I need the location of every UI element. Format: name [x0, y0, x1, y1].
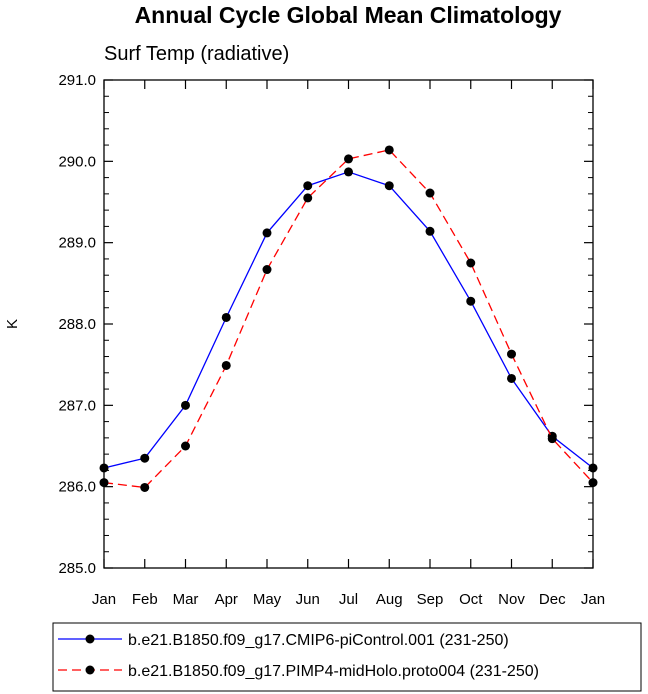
plot-frame: [103, 79, 594, 569]
x-tick-label: Sep: [417, 591, 444, 608]
y-axis: 285.0 286.0 287.0 288.0 289.0 290.0 291.0: [58, 72, 593, 577]
data-point-s0-9: [466, 296, 476, 306]
legend-entries: b.e21.B1850.f09_g17.CMIP6-piControl.001 …: [58, 632, 539, 680]
y-tick-label: 286.0: [58, 479, 96, 496]
data-point-s0-12: [588, 463, 598, 473]
y-tick-label: 291.0: [58, 72, 96, 89]
y-tick-label: 290.0: [58, 153, 96, 170]
data-point-s1-8: [425, 188, 435, 198]
legend-marker-1: [85, 665, 95, 675]
y-tick-label: 287.0: [58, 397, 96, 414]
data-point-s1-12: [588, 478, 598, 488]
x-tick-label: Jul: [339, 591, 358, 608]
x-tick-label: Jun: [296, 591, 320, 608]
chart-subtitle: Surf Temp (radiative): [104, 43, 289, 65]
y-tick-label: 288.0: [58, 316, 96, 333]
data-point-s1-0: [99, 478, 109, 488]
data-point-s0-7: [384, 181, 394, 191]
legend-label-1: b.e21.B1850.f09_g17.PIMP4-midHolo.proto0…: [128, 663, 539, 680]
x-tick-label: Dec: [539, 591, 566, 608]
x-tick-label: Jan: [581, 591, 605, 608]
data-point-s1-1: [140, 482, 150, 492]
y-tick-label: 289.0: [58, 235, 96, 252]
series-line-0: [103, 171, 594, 469]
legend-box: [52, 622, 642, 692]
legend: b.e21.B1850.f09_g17.CMIP6-piControl.001 …: [52, 622, 642, 692]
data-point-s1-9: [466, 258, 476, 268]
data-point-s1-5: [303, 193, 313, 203]
data-point-s1-10: [507, 349, 516, 359]
y-tick-label: 285.0: [58, 560, 96, 577]
x-tick-label: Jan: [92, 591, 116, 608]
data-point-s1-3: [221, 360, 231, 370]
data-point-s0-5: [303, 181, 313, 191]
data-point-s1-7: [384, 145, 394, 155]
data-point-s1-11: [547, 434, 557, 444]
data-point-s0-3: [221, 312, 231, 322]
data-point-s0-2: [181, 400, 190, 410]
data-point-s0-4: [262, 228, 272, 238]
data-point-s0-10: [507, 373, 516, 383]
x-tick-label: Feb: [132, 591, 158, 608]
x-tick-label: May: [253, 591, 282, 608]
legend-label-0: b.e21.B1850.f09_g17.CMIP6-piControl.001 …: [128, 632, 509, 649]
data-point-s0-6: [344, 167, 353, 177]
series-line-1: [103, 149, 594, 489]
x-tick-label: Oct: [459, 591, 483, 608]
data-point-s1-6: [344, 154, 353, 164]
data-point-s1-4: [262, 265, 272, 275]
data-point-s0-8: [425, 226, 435, 236]
data-point-s0-1: [140, 453, 150, 463]
legend-marker-0: [85, 634, 95, 644]
x-tick-label: Nov: [498, 591, 525, 608]
x-tick-label: Aug: [376, 591, 403, 608]
x-tick-label: Mar: [173, 591, 199, 608]
series-layer: [99, 145, 598, 492]
data-point-s1-2: [181, 441, 190, 451]
data-point-s0-0: [99, 463, 109, 473]
x-axis: Jan Feb Mar Apr May Jun Jul Aug Sep Oct Nov Dec Jan: [92, 80, 605, 608]
y-axis-label: K: [4, 319, 21, 329]
x-tick-label: Apr: [215, 591, 238, 608]
chart-title: Annual Cycle Global Mean Climatology: [135, 2, 562, 28]
